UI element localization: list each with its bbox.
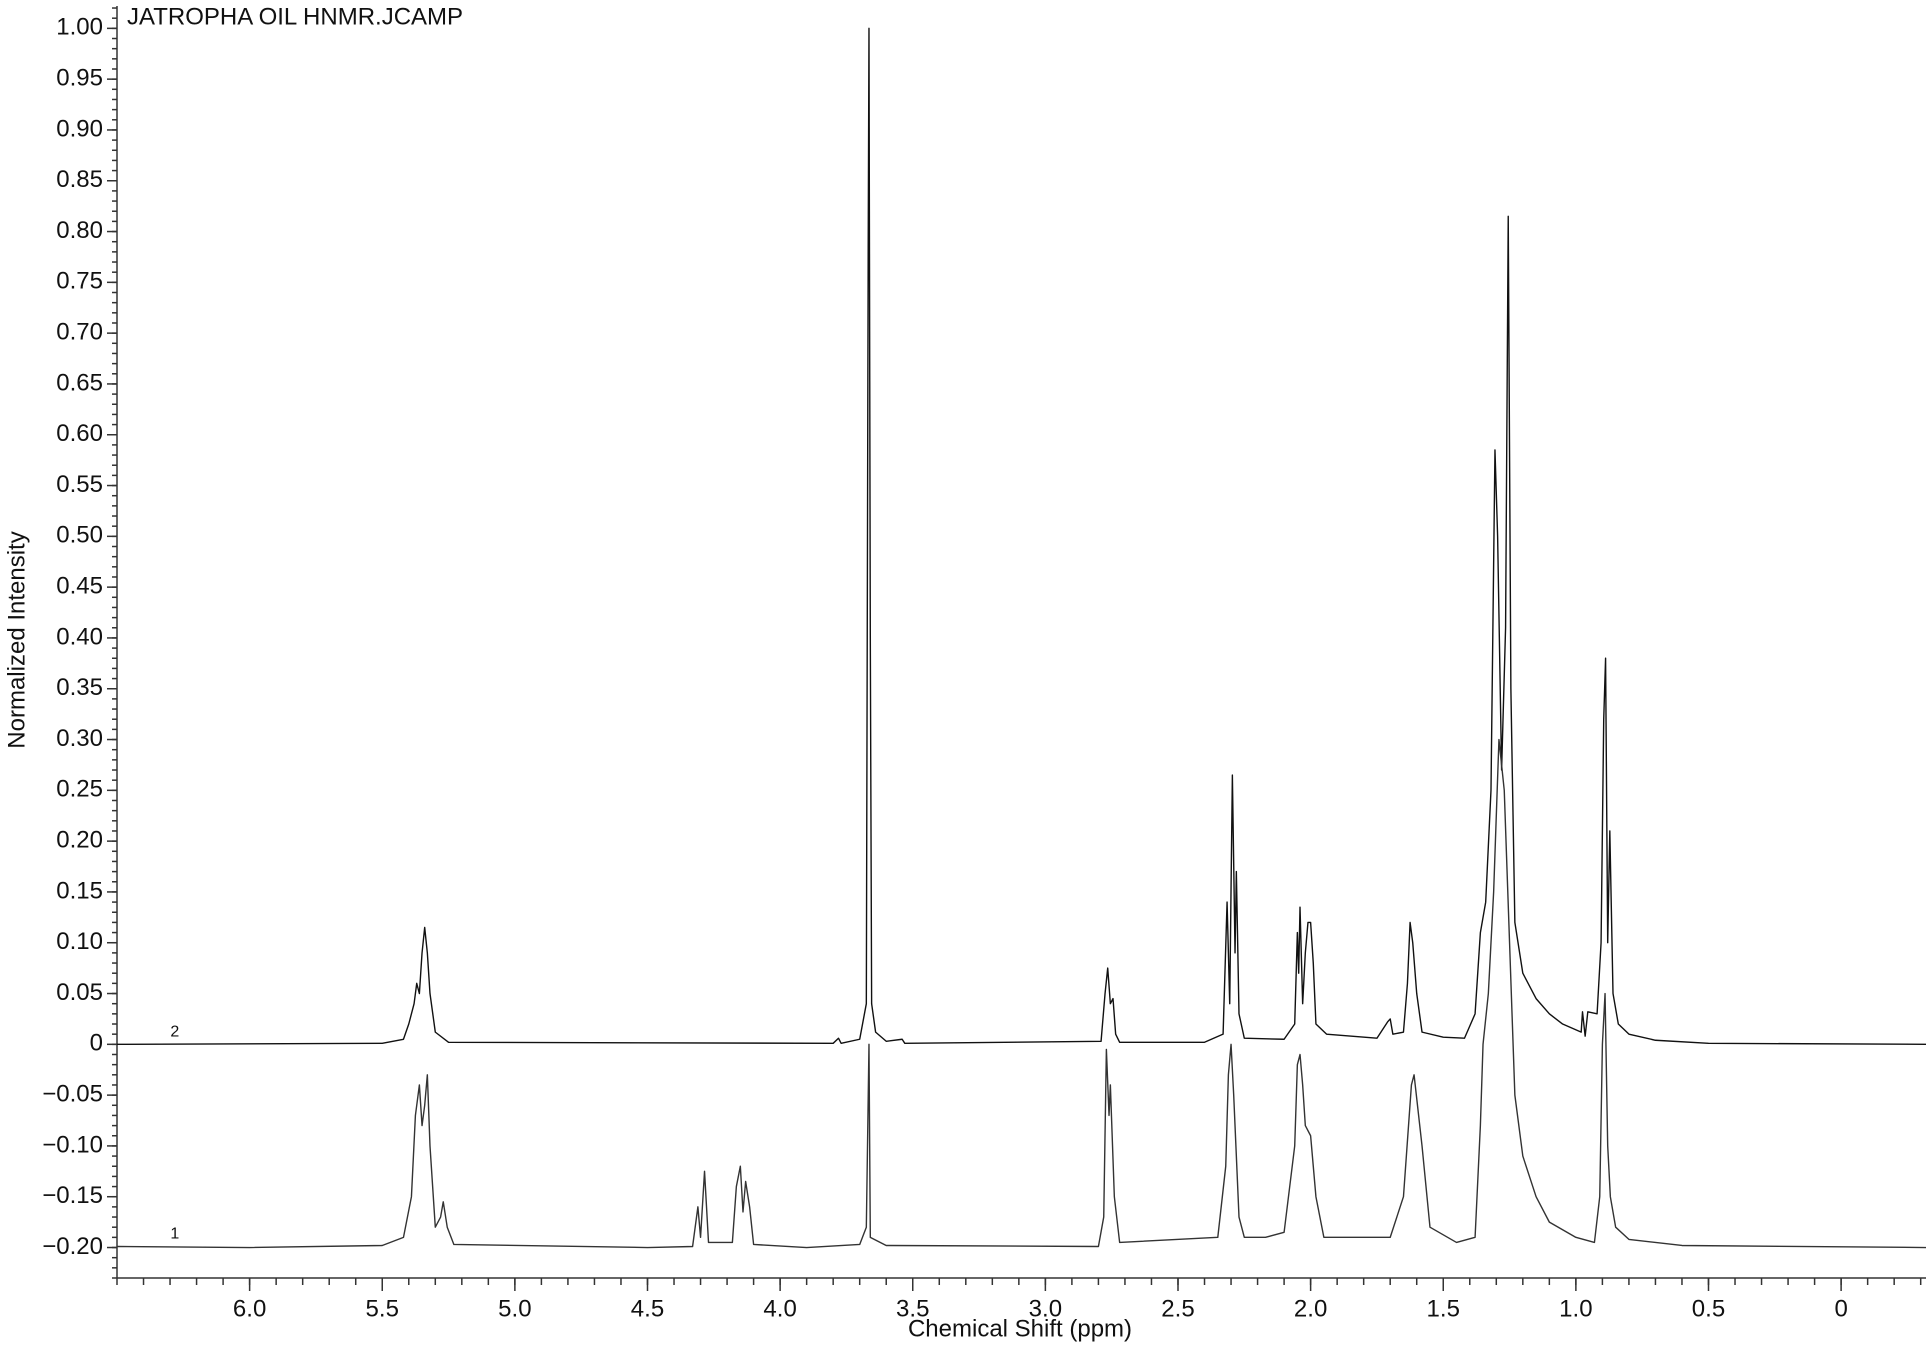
y-tick-label: 0.20 [56,826,103,853]
y-axis-label: Normalized Intensity [3,531,30,748]
spectrum-line [116,738,1927,1249]
x-tick-label: 1.5 [1427,1295,1460,1322]
x-tick-label: 0 [1834,1295,1847,1322]
y-tick-label: 0.35 [56,674,103,701]
y-tick-label: −0.20 [42,1233,103,1260]
x-tick-label: 2.5 [1161,1295,1194,1322]
x-tick-label: 4.0 [763,1295,796,1322]
y-tick-label: −0.05 [42,1080,103,1107]
x-tick-label: 0.5 [1692,1295,1725,1322]
y-tick-label: 0.85 [56,166,103,193]
y-tick-label: 0.70 [56,318,103,345]
x-tick-label: 2.0 [1294,1295,1327,1322]
y-tick-label: 0.05 [56,979,103,1006]
x-tick-label: 5.0 [498,1295,531,1322]
x-tick-label: 3.5 [896,1295,929,1322]
y-tick-label: 0.55 [56,471,103,498]
series-label: 2 [170,1024,179,1041]
y-tick-label: −0.10 [42,1131,103,1158]
x-axis-label: Chemical Shift (ppm) [908,1315,1132,1342]
y-tick-label: 0.75 [56,268,103,295]
y-tick-label: 0.30 [56,725,103,752]
chart-title: JATROPHA OIL HNMR.JCAMP [127,3,463,30]
y-tick-label: 0.45 [56,572,103,599]
x-tick-label: 6.0 [233,1295,266,1322]
spectrum-line [116,27,1927,1046]
x-tick-label: 3.0 [1029,1295,1062,1322]
y-tick-label: 0.10 [56,928,103,955]
y-tick-label: 0.80 [56,217,103,244]
y-tick-label: 0.15 [56,877,103,904]
y-tick-label: 1.00 [56,14,103,41]
series-label: 1 [170,1226,179,1243]
x-tick-label: 1.0 [1559,1295,1592,1322]
y-tick-label: 0.90 [56,115,103,142]
y-tick-label: 0.95 [56,64,103,91]
y-tick-label: 0.65 [56,369,103,396]
y-tick-label: 0 [90,1030,103,1057]
y-tick-label: 0.40 [56,623,103,650]
x-tick-label: 4.5 [631,1295,664,1322]
y-tick-label: 0.25 [56,776,103,803]
y-tick-label: 0.50 [56,522,103,549]
y-tick-label: 0.60 [56,420,103,447]
x-tick-label: 5.5 [366,1295,399,1322]
y-tick-label: −0.15 [42,1182,103,1209]
